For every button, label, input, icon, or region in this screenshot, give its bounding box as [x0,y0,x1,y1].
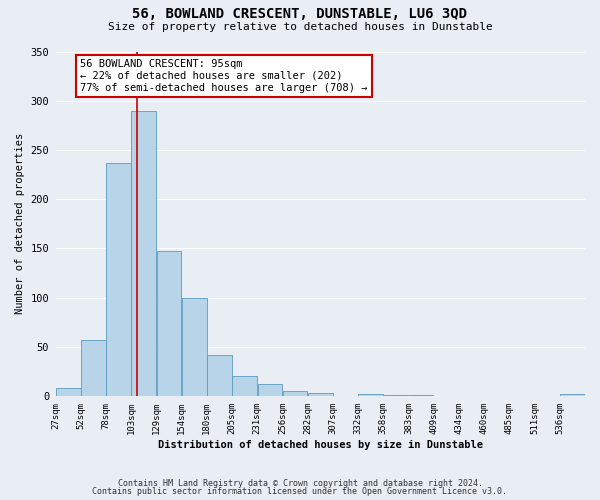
Bar [207,354,232,396]
Bar [257,384,282,396]
Bar [157,252,181,396]
Text: Contains public sector information licensed under the Open Government Licence v3: Contains public sector information licen… [92,487,508,496]
Text: 56, BOWLAND CRESCENT, DUNSTABLE, LU6 3QD: 56, BOWLAND CRESCENT, DUNSTABLE, LU6 3QD [133,8,467,22]
Bar [358,394,383,396]
Bar [383,395,408,396]
Bar [81,340,106,396]
Text: 56 BOWLAND CRESCENT: 95sqm
← 22% of detached houses are smaller (202)
77% of sem: 56 BOWLAND CRESCENT: 95sqm ← 22% of deta… [80,60,368,92]
Bar [283,391,307,396]
Text: Size of property relative to detached houses in Dunstable: Size of property relative to detached ho… [107,22,493,32]
X-axis label: Distribution of detached houses by size in Dunstable: Distribution of detached houses by size … [158,440,483,450]
Y-axis label: Number of detached properties: Number of detached properties [15,133,25,314]
Bar [182,298,206,396]
Bar [409,395,433,396]
Text: Contains HM Land Registry data © Crown copyright and database right 2024.: Contains HM Land Registry data © Crown c… [118,478,482,488]
Bar [232,376,257,396]
Bar [560,394,585,396]
Bar [56,388,80,396]
Bar [308,393,332,396]
Bar [131,110,156,396]
Bar [106,162,131,396]
